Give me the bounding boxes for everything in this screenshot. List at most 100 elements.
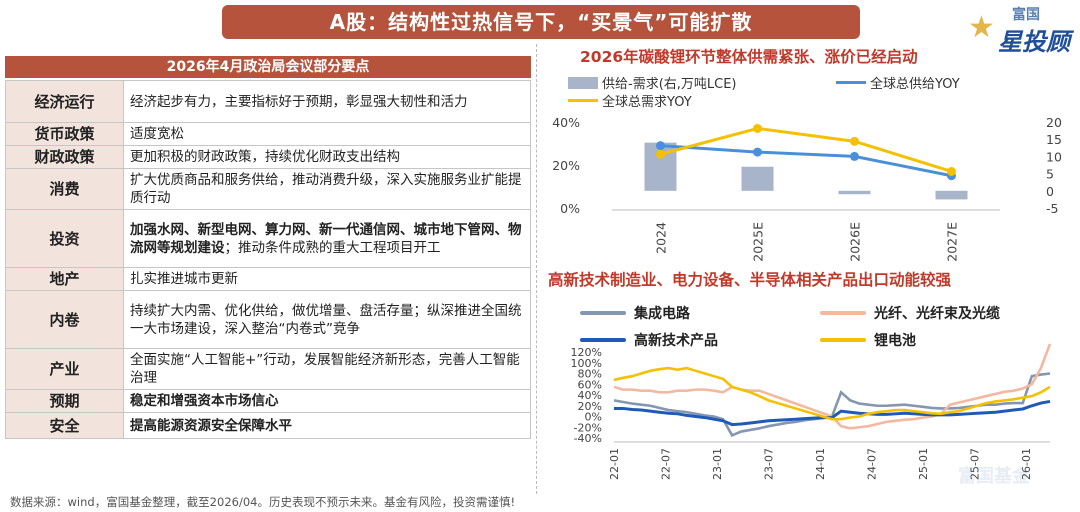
y-tick-label: 80% — [578, 368, 602, 381]
table-row: 安全 提高能源资源安全保障水平 — [5, 412, 531, 439]
row-value: 经济起步有力，主要指标好于预期，彰显强大韧性和活力 — [123, 80, 531, 123]
y-left-tick-label: 20% — [552, 158, 580, 173]
chart1-legend-demand: 全球总需求YOY — [568, 91, 692, 110]
chart2-legend-ic: 集成电路 — [580, 303, 690, 323]
x-tick-label: 2024 — [654, 222, 669, 254]
legend-label: 全球总供给YOY — [870, 77, 960, 92]
x-tick-label: 23-07 — [763, 448, 776, 480]
y-tick-label: 100% — [571, 357, 602, 370]
data-point — [850, 136, 859, 146]
row-key: 产业 — [5, 348, 124, 390]
bar — [838, 190, 871, 195]
x-tick-label: 22-01 — [608, 448, 621, 480]
bar — [935, 190, 968, 200]
chart1-legend-supply: 全球总供给YOY — [836, 73, 960, 92]
table-row: 消费 扩大优质商品和服务供给，推动消费升级，深入实施服务业扩能提质行动 — [5, 168, 531, 210]
chart1-legend-bar: 供给-需求(右,万吨LCE) — [568, 73, 737, 92]
legend-swatch — [580, 338, 626, 342]
star-icon: ★ — [968, 10, 995, 45]
y-tick-label: 120% — [571, 346, 602, 359]
row-key: 货币政策 — [5, 122, 124, 146]
legend-label: 光纤、光纤束及光缆 — [874, 306, 1000, 322]
table-title: 2026年4月政治局会议部分要点 — [5, 56, 531, 78]
x-tick-label: 25-01 — [917, 448, 930, 480]
bar — [741, 166, 774, 191]
legend-label: 锂电池 — [874, 333, 916, 349]
data-point — [753, 123, 762, 133]
legend-label: 全球总需求YOY — [602, 95, 692, 110]
y-right-tick-label: 5 — [1046, 167, 1054, 182]
data-point — [850, 151, 859, 161]
y-tick-label: 40% — [578, 389, 602, 402]
brand-logo: ★ 富国 星投顾 — [968, 2, 1076, 56]
row-value: 提高能源资源安全保障水平 — [123, 412, 531, 439]
chart1-title: 2026年碳酸锂环节整体供需紧张、涨价已经启动 — [580, 48, 918, 66]
divider — [536, 44, 537, 494]
legend-swatch — [568, 76, 598, 89]
row-key: 内卷 — [5, 290, 124, 349]
x-tick-label: 2026E — [848, 222, 863, 262]
x-tick-label: 24-01 — [814, 448, 827, 480]
chart2-legend-hitech: 高新技术产品 — [580, 330, 718, 350]
legend-label: 高新技术产品 — [634, 333, 718, 349]
data-point — [656, 149, 665, 159]
y-right-tick-label: 10 — [1046, 149, 1062, 164]
row-value-bold: 加强水网、新型电网、算力网、新一代通信网、城市地下管网、物流网等规划建设 — [130, 221, 522, 256]
table-row: 产业 全面实施“人工智能+”行动，发展智能经济新形态，完善人工智能治理 — [5, 348, 531, 390]
x-tick-label: 2025E — [751, 222, 766, 262]
legend-swatch — [568, 99, 598, 102]
table-row: 投资 加强水网、新型电网、算力网、新一代通信网、城市地下管网、物流网等规划建设；推… — [5, 209, 531, 268]
page-title: A股：结构性过热信号下，“买景气”可能扩散 — [222, 5, 860, 39]
supply-line — [660, 144, 952, 178]
x-tick-label: 24-07 — [866, 448, 879, 480]
y-tick-label: -20% — [574, 421, 602, 434]
demand-line — [660, 126, 952, 173]
table-row: 内卷 持续扩大内需、优化供给，做优增量、盘活存量；纵深推进全国统一大市场建设，深入… — [5, 290, 531, 349]
data-point — [656, 141, 665, 151]
row-value: 持续扩大内需、优化供给，做优增量、盘活存量；纵深推进全国统一大市场建设，深入整治… — [123, 290, 531, 349]
row-key: 地产 — [5, 267, 124, 291]
legend-label: 供给-需求(右,万吨LCE) — [602, 77, 737, 92]
y-left-tick-label: 0% — [560, 201, 580, 216]
y-left-tick-label: 40% — [552, 115, 580, 130]
legend-swatch — [580, 311, 626, 315]
series-line — [613, 366, 1051, 421]
watermark: 富国基金 — [958, 466, 1030, 487]
row-value: 稳定和增强资本市场信心 — [123, 389, 531, 413]
row-value: 全面实施“人工智能+”行动，发展智能经济新形态，完善人工智能治理 — [123, 348, 531, 390]
x-tick-label: 2027E — [945, 222, 960, 262]
row-key: 财政政策 — [5, 145, 124, 169]
y-right-tick-label: 15 — [1046, 132, 1062, 147]
row-value-rest: ；推动条件成熟的重大工程项目开工 — [224, 239, 441, 256]
row-key: 安全 — [5, 412, 124, 439]
legend-swatch — [836, 81, 866, 84]
table-row: 财政政策 更加积极的财政政策，持续优化财政支出结构 — [5, 145, 531, 169]
legend-swatch — [820, 338, 866, 342]
row-key: 经济运行 — [5, 80, 124, 123]
row-key: 消费 — [5, 168, 124, 210]
data-point — [947, 166, 956, 176]
x-tick-label: 23-01 — [711, 448, 724, 480]
x-tick-label: 26-01 — [1020, 448, 1033, 480]
chart2-legend-fiber: 光纤、光纤束及光缆 — [820, 303, 1000, 323]
series-line — [613, 343, 1052, 430]
footer-source: 数据来源：wind，富国基金整理，截至2026/04。历史表现不预示未来。基金有… — [10, 495, 516, 509]
y-tick-label: 20% — [578, 400, 602, 413]
series-line — [614, 399, 1051, 427]
table-row: 货币政策 适度宽松 — [5, 122, 531, 146]
table-row: 经济运行 经济起步有力，主要指标好于预期，彰显强大韧性和活力 — [5, 80, 531, 123]
row-key: 投资 — [5, 209, 124, 268]
policy-table: 经济运行 经济起步有力，主要指标好于预期，彰显强大韧性和活力 货币政策 适度宽松 财政政… — [5, 80, 531, 439]
y-right-tick-label: -5 — [1046, 201, 1058, 216]
logo-main-text: 星投顾 — [998, 28, 1070, 56]
x-tick-label: 22-07 — [660, 448, 673, 480]
data-point — [753, 147, 762, 157]
legend-swatch — [820, 311, 866, 315]
row-value: 更加积极的财政政策，持续优化财政支出结构 — [123, 145, 531, 169]
table-row: 预期 稳定和增强资本市场信心 — [5, 389, 531, 413]
y-tick-label: -40% — [574, 432, 602, 445]
chart2-legend-battery: 锂电池 — [820, 330, 916, 350]
y-tick-label: 60% — [578, 378, 602, 391]
